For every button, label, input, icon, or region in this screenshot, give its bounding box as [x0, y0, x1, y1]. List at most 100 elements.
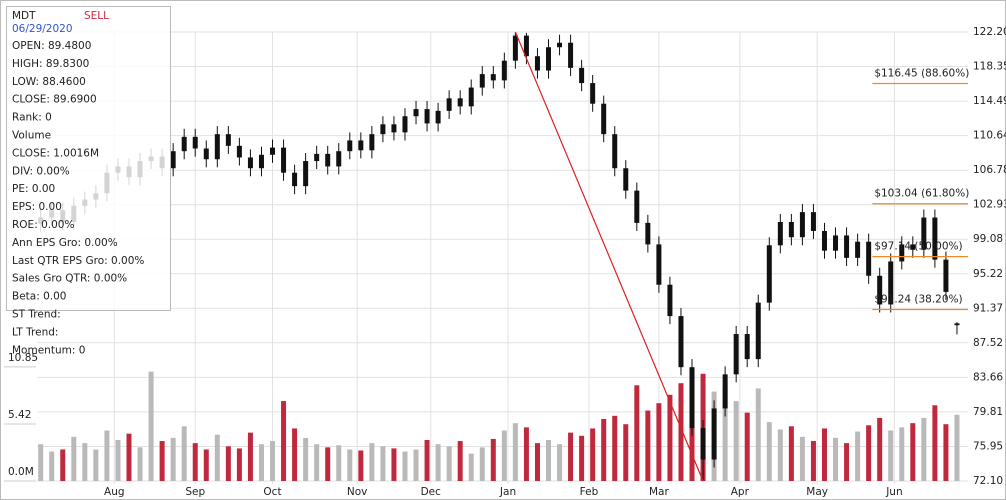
candle-body	[490, 74, 496, 81]
candle-body	[833, 235, 839, 251]
candle-body	[678, 316, 684, 368]
volume-bar	[810, 441, 816, 481]
volume-bar	[413, 449, 419, 481]
volume-bar	[634, 385, 640, 481]
volume-bar	[137, 447, 143, 481]
candle-body	[534, 56, 540, 71]
candle-body	[744, 334, 750, 360]
candle-body	[777, 221, 783, 246]
volume-bar	[380, 446, 386, 481]
candle-body	[479, 74, 485, 88]
ticker: MDT	[12, 10, 36, 22]
volume-bar	[855, 431, 861, 481]
volume-bar	[523, 427, 529, 481]
y-tick-label: 95.22	[973, 268, 1003, 280]
volume-bar	[568, 432, 574, 481]
candle-body	[910, 244, 916, 250]
candle-body	[281, 147, 287, 173]
volume-bar	[501, 430, 507, 481]
volume-bar	[192, 443, 198, 481]
volume-bar	[236, 448, 242, 481]
candle-body	[545, 47, 551, 71]
y-tick-label: 102.93	[973, 199, 1006, 211]
volume-bar	[799, 436, 805, 481]
volume-bar	[292, 428, 298, 481]
candle-body	[314, 153, 320, 162]
candle-body	[810, 212, 816, 231]
x-tick-label: Sep	[185, 486, 205, 498]
volume-bar	[60, 449, 66, 481]
volume-bar	[722, 386, 728, 481]
x-tick-label: Jun	[885, 486, 902, 498]
volume-bar	[435, 444, 441, 481]
volume-bar	[148, 371, 154, 481]
candle-body	[170, 151, 176, 169]
volume-bar	[888, 430, 894, 481]
x-tick-label: Mar	[649, 486, 669, 498]
volume-bar	[512, 423, 518, 481]
fib-label: $103.04 (61.80%)	[874, 188, 969, 200]
volume-bar	[788, 426, 794, 481]
trendline	[514, 31, 704, 482]
candle-body	[325, 153, 331, 167]
volume-bar	[899, 427, 905, 481]
volume-bar	[457, 441, 463, 481]
volume-bar	[921, 417, 927, 481]
volume-bar	[270, 441, 276, 481]
volume-bar	[159, 441, 165, 481]
candle-body	[866, 241, 872, 276]
volume-bar	[115, 439, 121, 481]
volume-bar	[601, 418, 607, 481]
info-line: HIGH: 89.8300	[12, 58, 89, 70]
volume-bar	[281, 401, 287, 481]
x-tick-label: Nov	[347, 486, 368, 498]
candle-body	[203, 148, 209, 160]
info-line: OPEN: 89.4800	[12, 40, 91, 52]
candle-body	[733, 334, 739, 375]
fib-label: $116.45 (88.60%)	[874, 68, 969, 80]
volume-bar	[424, 439, 430, 481]
info-line: ST Trend:	[12, 309, 61, 321]
info-line: Rank: 0	[12, 112, 52, 124]
info-line: Ann EPS Gro: 0.00%	[12, 237, 118, 249]
volume-bar	[181, 426, 187, 481]
candle-body	[590, 83, 596, 104]
volume-bar	[777, 429, 783, 481]
volume-bar	[347, 449, 353, 481]
volume-bar	[82, 443, 88, 481]
volume-bar	[932, 405, 938, 481]
date: 06/29/2020	[12, 23, 73, 35]
volume-bar	[358, 450, 364, 481]
y-tick-label: 83.66	[973, 371, 1003, 383]
info-line: LT Trend:	[12, 326, 58, 338]
candle-body	[766, 245, 772, 303]
volume-bar	[126, 433, 132, 481]
candle-body	[667, 284, 673, 317]
volume-bar	[402, 451, 408, 481]
candle-body	[656, 244, 662, 285]
y2-tick-label: 0.0M	[8, 466, 34, 478]
volume-bar	[93, 449, 99, 481]
volume-bar	[755, 388, 761, 481]
candle-body	[755, 302, 761, 360]
x-tick-label: Apr	[731, 486, 750, 498]
signal: SELL	[84, 10, 109, 22]
fib-label: $97.14 (50.00%)	[874, 241, 962, 253]
volume-bar	[214, 434, 220, 481]
volume-bar	[954, 414, 960, 481]
candle-body	[700, 428, 706, 460]
volume-bar	[534, 443, 540, 481]
candle-body	[932, 217, 938, 260]
volume-bar	[744, 412, 750, 481]
candle-body	[788, 221, 794, 238]
volume-bar	[49, 451, 55, 481]
info-line: PE: 0.00	[12, 183, 55, 195]
candle-body	[523, 35, 529, 57]
candle-body	[303, 161, 309, 187]
info-line: ROE: 0.00%	[12, 219, 74, 231]
volume-bar	[645, 410, 651, 481]
candle-body	[358, 140, 364, 151]
candle-body	[943, 259, 949, 292]
candle-body	[601, 103, 607, 135]
